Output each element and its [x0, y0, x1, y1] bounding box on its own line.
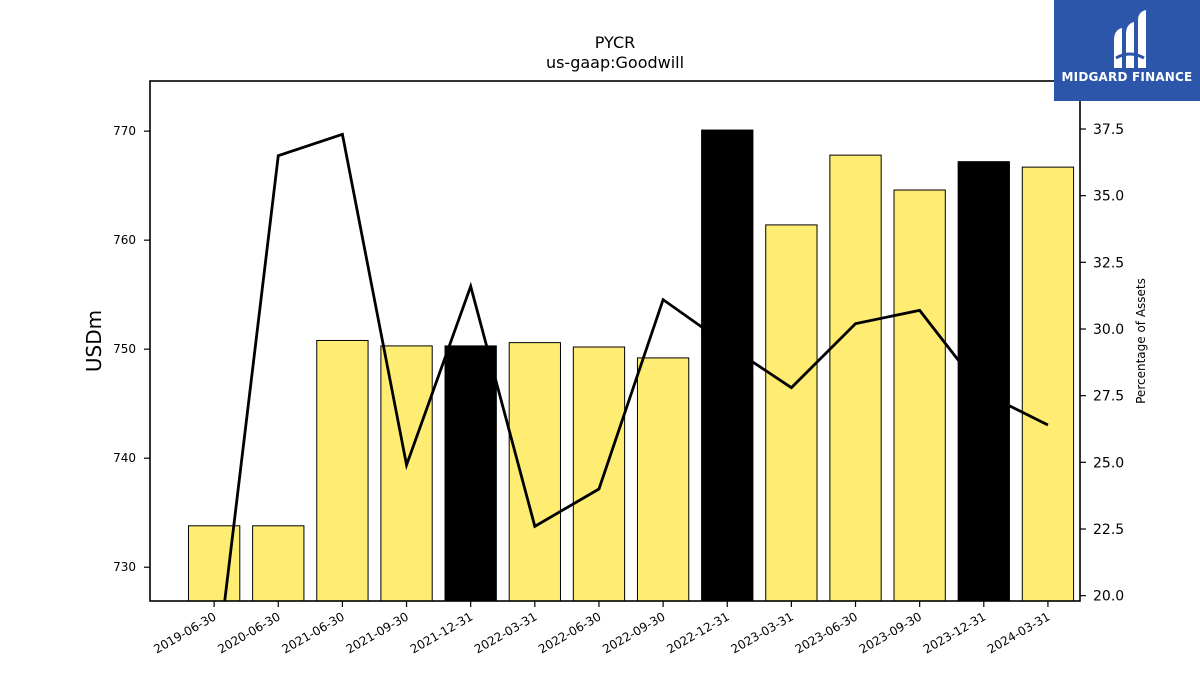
x-tick-label: 2023-09-30 — [857, 609, 924, 656]
bar — [765, 224, 818, 602]
x-tick-label: 2021-09-30 — [344, 609, 411, 656]
bar — [829, 154, 882, 602]
y-tick-label: 770 — [113, 124, 136, 138]
y2-tick-label: 37.5 — [1093, 122, 1124, 138]
x-tick-label: 2021-12-31 — [408, 609, 475, 656]
y-axis-title: USDm — [82, 310, 106, 372]
y-tick-label: 740 — [113, 451, 136, 465]
bar — [316, 339, 369, 602]
x-tick-label: 2023-06-30 — [793, 609, 860, 656]
bar — [252, 525, 305, 602]
bar — [1021, 166, 1075, 602]
y2-tick-label: 27.5 — [1093, 389, 1124, 405]
y-tick-label: 760 — [113, 233, 136, 247]
bar — [444, 345, 497, 602]
logo-text: MIDGARD FINANCE — [1061, 70, 1193, 84]
plot-frame — [149, 80, 1081, 602]
chart-subtitle: us-gaap:Goodwill — [546, 53, 684, 72]
x-tick-label: 2022-09-30 — [600, 609, 667, 656]
percentage-line — [223, 132, 1049, 601]
x-axis: 2019-06-302020-06-302021-06-302021-09-30… — [151, 601, 1052, 656]
y2-axis-title: Percentage of Assets — [1134, 278, 1148, 404]
y2-tick-label: 30.0 — [1093, 322, 1124, 338]
y2-tick-label: 32.5 — [1093, 255, 1124, 271]
bar — [957, 161, 1010, 602]
y-tick-label: 750 — [113, 342, 136, 356]
bar — [636, 357, 690, 602]
bar — [893, 189, 946, 602]
x-tick-label: 2022-12-31 — [664, 609, 731, 656]
y2-tick-label: 25.0 — [1093, 455, 1124, 471]
y2-tick-label: 35.0 — [1093, 189, 1124, 205]
x-tick-label: 2023-03-31 — [728, 609, 795, 656]
bar — [508, 342, 561, 602]
x-tick-label: 2020-06-30 — [215, 609, 282, 656]
bar — [572, 346, 626, 602]
line-layer — [223, 132, 1049, 601]
y2-tick-label: 22.5 — [1093, 522, 1124, 538]
bar — [380, 345, 433, 602]
y2-tick-label: 20.0 — [1093, 589, 1124, 605]
x-tick-label: 2023-12-31 — [921, 609, 988, 656]
y-tick-label: 730 — [113, 560, 136, 574]
x-tick-label: 2021-06-30 — [280, 609, 347, 656]
bars-group — [187, 129, 1075, 602]
x-tick-label: 2022-03-31 — [472, 609, 539, 656]
x-tick-label: 2019-06-30 — [151, 609, 218, 656]
chart-title: PYCR — [595, 33, 635, 52]
y-axis-right: 20.0 22.5 25.0 27.5 30.0 32.5 35.0 37.5 — [1080, 122, 1124, 605]
logo-mark-icon — [1114, 10, 1146, 68]
y-axis-left: 730 740 750 760 770 — [113, 124, 150, 574]
midgard-finance-logo: MIDGARD FINANCE — [1054, 0, 1200, 101]
bar — [701, 129, 754, 602]
x-tick-label: 2024-03-31 — [985, 609, 1052, 656]
x-tick-label: 2022-06-30 — [536, 609, 603, 656]
